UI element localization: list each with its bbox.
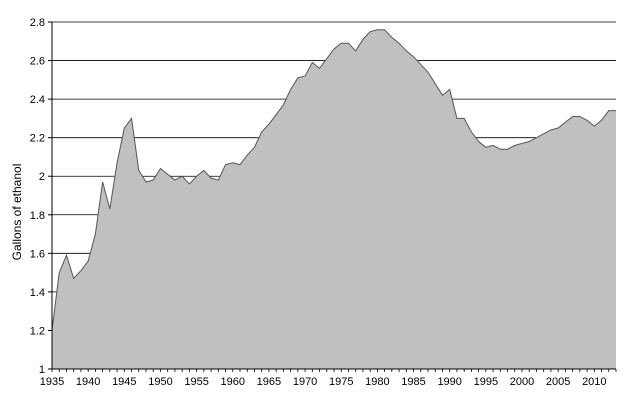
axes <box>48 21 617 372</box>
y-tick-labels: 1 1.2 1.4 1.6 1.8 2 2.2 2.4 2.6 2.8 <box>30 17 45 376</box>
x-tick-label: 1990 <box>437 376 461 388</box>
data-line <box>51 29 616 331</box>
y-tick-label: 1 <box>39 364 45 376</box>
y-tick-label: 1.8 <box>30 210 45 222</box>
x-tick-label: 2010 <box>582 376 606 388</box>
x-tick-label: 1945 <box>112 376 136 388</box>
x-tick-label: 1950 <box>148 376 172 388</box>
y-tick-label: 2.2 <box>30 133 45 145</box>
y-tick-label: 2 <box>39 171 45 183</box>
x-tick-label: 1960 <box>221 376 245 388</box>
x-tick-label: 2000 <box>510 376 534 388</box>
data-area <box>52 29 616 369</box>
y-tick-label: 2.4 <box>30 94 45 106</box>
y-tick-label: 2.8 <box>30 17 45 29</box>
x-tick-label: 1980 <box>365 376 389 388</box>
x-tick-label: 1975 <box>329 376 353 388</box>
y-tick-label: 1.2 <box>30 325 45 337</box>
x-tick-label: 1965 <box>257 376 281 388</box>
x-tick-label: 1955 <box>184 376 208 388</box>
y-axis-label: Gallons of ethanol <box>10 164 24 261</box>
y-tick-label: 2.6 <box>30 56 45 68</box>
y-tick-label: 1.4 <box>30 287 45 299</box>
x-tick-label: 1995 <box>474 376 498 388</box>
x-tick-label: 1935 <box>40 376 64 388</box>
x-tick-label: 1970 <box>293 376 317 388</box>
x-tick-label: 1940 <box>76 376 100 388</box>
y-tick-label: 1.6 <box>30 248 45 260</box>
x-tick-label: 1985 <box>401 376 425 388</box>
x-tick-labels: 1935 1940 1945 1950 1955 1960 1965 1970 1975 1980… <box>40 376 607 388</box>
x-tick-label: 2005 <box>546 376 570 388</box>
